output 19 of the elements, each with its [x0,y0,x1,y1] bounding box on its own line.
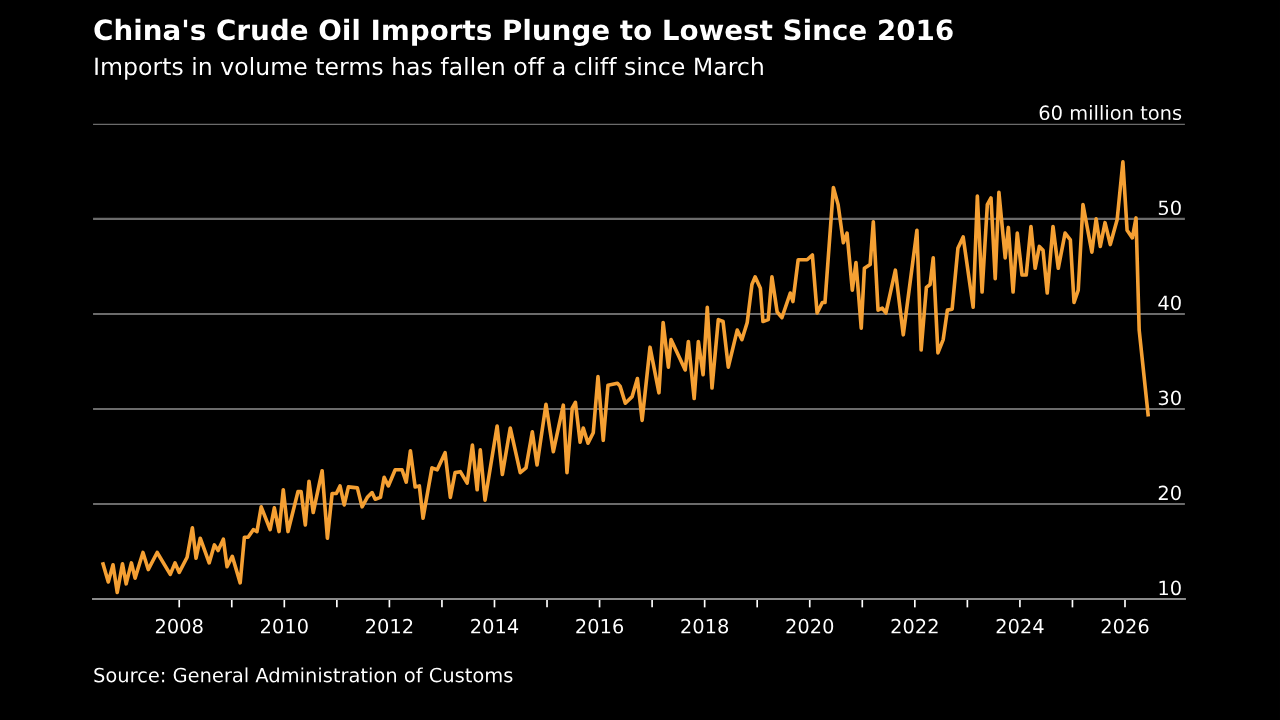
x-tick-label: 2026 [1101,618,1149,634]
chart-subtitle: Imports in volume terms has fallen off a cliff since March [95,56,763,80]
x-tick-label: 2014 [471,618,519,634]
x-tick-label: 2012 [366,618,413,634]
x-tick-label: 2016 [576,618,624,634]
x-tick-label: 2024 [996,618,1044,634]
x-tick-label: 2010 [260,618,308,634]
x-tick-label: 2008 [155,618,203,634]
y-tick-label: 10 [1159,580,1181,596]
x-tick-label: 2018 [681,618,729,634]
y-tick-label: 50 [1158,200,1181,216]
chart-title: China's Crude Oil Imports Plunge to Lowest Since 2016 [94,18,953,46]
y-tick-label: 30 [1158,390,1181,406]
x-tick-label: 2022 [891,618,938,634]
y-tick-label: 40 [1158,295,1181,311]
x-tick-label: 2020 [786,618,834,634]
y-tick-label: 60 million tons [1039,105,1182,121]
source-note: Source: General Administration of Customs [94,667,513,683]
y-tick-label: 20 [1158,485,1181,501]
